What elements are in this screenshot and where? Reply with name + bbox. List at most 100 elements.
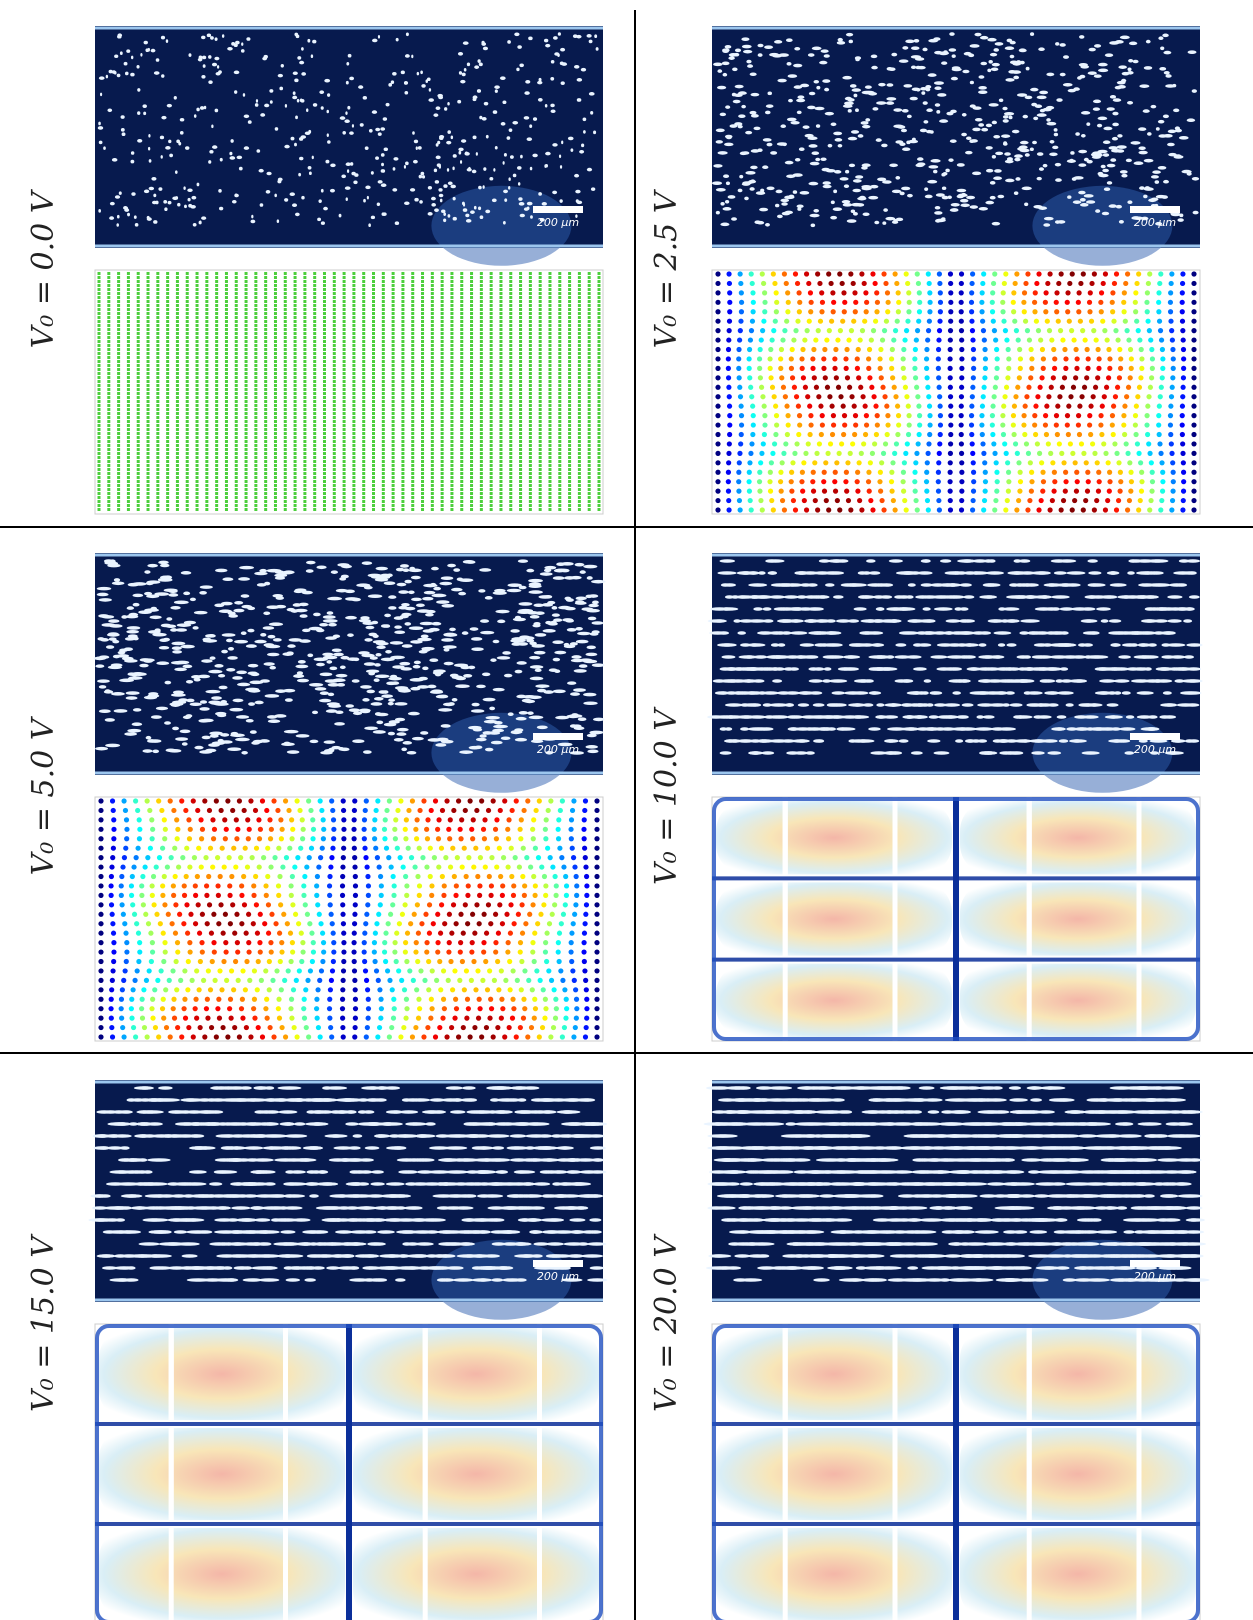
particle [568, 137, 574, 141]
particle [234, 601, 243, 605]
particle [215, 569, 227, 573]
particle [349, 77, 354, 81]
particle [1103, 451, 1108, 456]
particle [838, 144, 843, 148]
particle [165, 146, 170, 150]
particle [316, 864, 321, 869]
particle [503, 221, 506, 225]
particle [917, 309, 922, 314]
particle [289, 893, 294, 898]
particle [772, 679, 782, 683]
particle [429, 88, 431, 92]
particle [1086, 479, 1091, 484]
particle [520, 155, 523, 159]
particle [290, 827, 295, 832]
particle [528, 579, 543, 583]
particle [472, 931, 477, 936]
particle [205, 921, 210, 926]
particle [1191, 300, 1196, 305]
particle [924, 187, 928, 191]
particle [120, 864, 125, 869]
particle [181, 921, 186, 926]
particle [511, 883, 516, 888]
particle [172, 1016, 177, 1021]
particle [511, 1006, 516, 1011]
particle [939, 119, 948, 123]
particle [1180, 432, 1185, 437]
particle [171, 642, 185, 646]
particle [1070, 271, 1075, 276]
particle [503, 161, 505, 165]
particle [301, 1006, 306, 1011]
particle [378, 997, 383, 1002]
particle [787, 715, 799, 719]
particle [590, 632, 599, 636]
particle [748, 385, 753, 390]
particle [866, 479, 871, 484]
particle [1082, 715, 1098, 719]
particle [868, 727, 880, 731]
particle [505, 949, 510, 954]
particle [948, 413, 953, 418]
particle [110, 798, 115, 803]
particle [472, 170, 477, 174]
particle [1030, 147, 1034, 151]
particle [810, 162, 820, 166]
particle [470, 210, 475, 214]
particle [568, 827, 573, 832]
particle [1073, 200, 1081, 204]
particle [759, 337, 764, 342]
particle [257, 940, 262, 945]
particle [193, 1006, 198, 1011]
particle [793, 328, 798, 333]
particle [515, 616, 521, 620]
particle [715, 432, 720, 437]
particle [165, 864, 170, 869]
particle [1029, 356, 1034, 361]
particle [982, 498, 987, 503]
particle [1167, 619, 1182, 623]
particle [390, 987, 395, 992]
particle [757, 44, 763, 48]
particle [317, 912, 322, 917]
particle [260, 113, 265, 117]
particle [927, 413, 932, 418]
particle [840, 319, 845, 324]
particle [583, 701, 597, 705]
particle [375, 855, 380, 860]
particle [969, 404, 974, 409]
particle [292, 203, 297, 207]
particle [878, 83, 885, 87]
particle [959, 413, 964, 418]
particle [295, 213, 300, 217]
particle [552, 902, 557, 907]
particle [374, 968, 379, 973]
particle [739, 309, 744, 314]
particle [163, 949, 168, 954]
particle [476, 685, 486, 689]
particle [582, 931, 587, 936]
particle [351, 598, 361, 602]
particle [560, 48, 565, 52]
particle [896, 309, 901, 314]
particle [741, 739, 754, 743]
particle [530, 987, 535, 992]
particle [778, 366, 783, 371]
particle [990, 196, 996, 200]
particle [583, 130, 586, 134]
particle [110, 1034, 115, 1039]
particle [970, 205, 978, 209]
particle [873, 319, 878, 324]
particle [1073, 375, 1078, 380]
particle [881, 271, 886, 276]
particle [328, 748, 334, 752]
particle [852, 290, 857, 295]
particle [208, 160, 211, 164]
particle [99, 76, 105, 80]
particle [403, 874, 408, 879]
particle [900, 192, 905, 196]
particle [327, 140, 331, 144]
particle [410, 188, 415, 192]
particle [341, 836, 346, 841]
particle [388, 83, 392, 87]
